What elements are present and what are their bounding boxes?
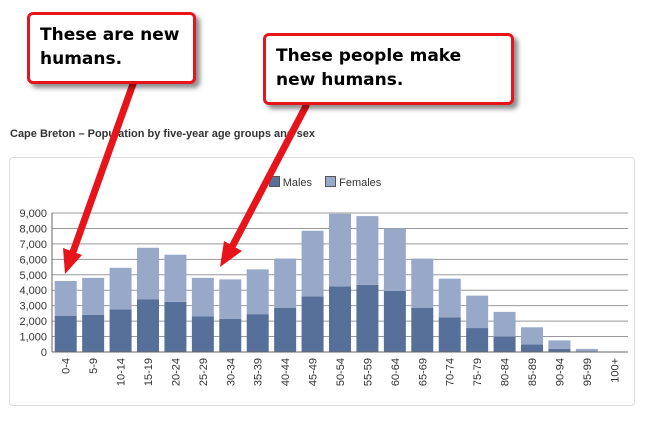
x-tick-label: 45-49 [308, 358, 320, 386]
bar-females [329, 213, 351, 287]
bar-females [246, 269, 269, 315]
x-tick-label: 95-99 [582, 358, 594, 386]
bar-females [54, 280, 77, 316]
x-tick-label: 75-79 [472, 358, 484, 386]
legend-swatch-females [325, 176, 337, 187]
callout-text: These are new humans. [40, 25, 180, 69]
bar-females [274, 258, 297, 308]
y-tick-label: 7,000 [19, 239, 47, 251]
bar-males [274, 307, 297, 352]
y-tick-label: 9,000 [19, 208, 47, 220]
x-tick-label: 80-84 [500, 358, 512, 386]
x-tick-label: 60-64 [390, 358, 402, 386]
bar-males [383, 290, 406, 352]
x-tick-label: 30-34 [225, 358, 237, 386]
callout-new-humans: These are new humans. [27, 12, 196, 84]
bar-females [493, 311, 516, 337]
bar-males [411, 307, 434, 352]
x-tick-label: 40-44 [280, 358, 292, 386]
bar-females [219, 279, 242, 319]
x-tick-label: 20-24 [170, 358, 182, 386]
bar-females [356, 216, 379, 285]
bar-females [411, 258, 434, 308]
y-tick-label: 5,000 [19, 270, 47, 282]
y-tick-label: 2,000 [19, 316, 47, 328]
x-tick-label: 50-54 [335, 358, 347, 386]
x-tick-label: 100+ [609, 358, 621, 383]
x-tick-label: 90-94 [554, 358, 566, 386]
bar-males [191, 316, 214, 352]
bar-males [219, 318, 242, 352]
bar-females [575, 348, 598, 352]
bar-males [301, 296, 324, 352]
bar-females [137, 247, 159, 300]
x-tick-label: 55-59 [362, 358, 374, 386]
bar-males [246, 314, 269, 352]
bar-males [329, 286, 351, 352]
bar-females [109, 267, 132, 310]
callout-make-new-humans: These people make new humans. [263, 33, 514, 105]
bar-males [54, 315, 77, 352]
callout-text: These people make new humans. [276, 46, 462, 90]
bar-females [164, 254, 187, 302]
bar-females [521, 327, 543, 345]
bar-females [82, 277, 105, 315]
legend-label-females: Females [339, 177, 382, 189]
x-tick-label: 35-39 [253, 358, 265, 386]
bar-males [109, 309, 132, 352]
x-tick-label: 0-4 [61, 358, 73, 374]
bar-males [466, 328, 489, 352]
bar-males [356, 284, 379, 352]
x-tick-label: 25-29 [198, 358, 210, 386]
bar-males [493, 336, 516, 352]
y-tick-label: 1,000 [19, 332, 47, 344]
bar-males [548, 348, 571, 352]
x-tick-label: 10-14 [116, 358, 128, 386]
bar-females [438, 278, 461, 318]
bar-males [164, 301, 187, 352]
bar-females [383, 228, 406, 291]
x-tick-label: 15-19 [143, 358, 155, 386]
x-tick-label: 65-69 [417, 358, 429, 386]
y-tick-label: 4,000 [19, 285, 47, 297]
x-tick-label: 70-74 [445, 358, 457, 386]
bar-males [82, 314, 105, 352]
bar-females [466, 295, 489, 329]
x-tick-label: 5-9 [88, 358, 100, 374]
y-tick-label: 0 [41, 347, 47, 359]
legend-item-females: Females [325, 176, 381, 189]
y-tick-label: 6,000 [19, 254, 47, 266]
bar-males [521, 344, 543, 352]
bar-males [438, 317, 461, 352]
y-tick-label: 3,000 [19, 301, 47, 313]
y-tick-label: 8,000 [19, 223, 47, 235]
x-tick-label: 85-89 [527, 358, 539, 386]
bar-females [548, 340, 571, 349]
bar-females [191, 277, 214, 317]
bar-males [137, 299, 159, 352]
bar-females [301, 230, 324, 297]
